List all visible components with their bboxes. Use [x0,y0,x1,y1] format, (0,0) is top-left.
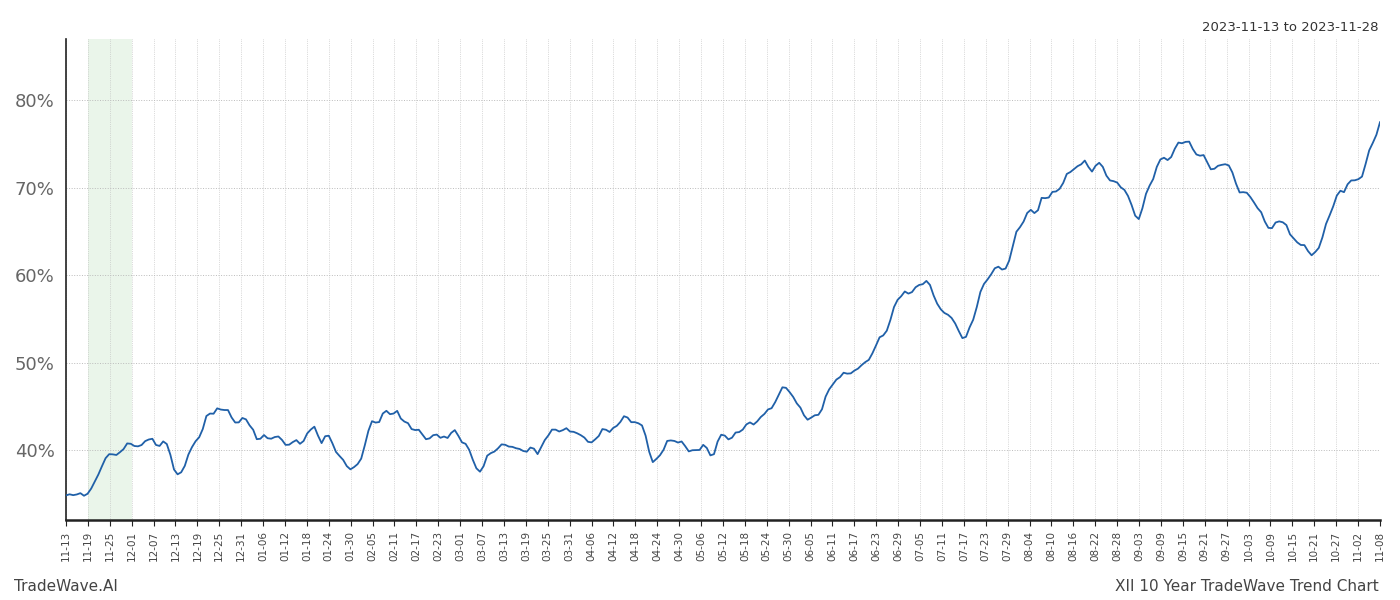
Text: XII 10 Year TradeWave Trend Chart: XII 10 Year TradeWave Trend Chart [1116,579,1379,594]
Text: TradeWave.AI: TradeWave.AI [14,579,118,594]
Text: 2023-11-13 to 2023-11-28: 2023-11-13 to 2023-11-28 [1203,21,1379,34]
Bar [88,39,132,520]
